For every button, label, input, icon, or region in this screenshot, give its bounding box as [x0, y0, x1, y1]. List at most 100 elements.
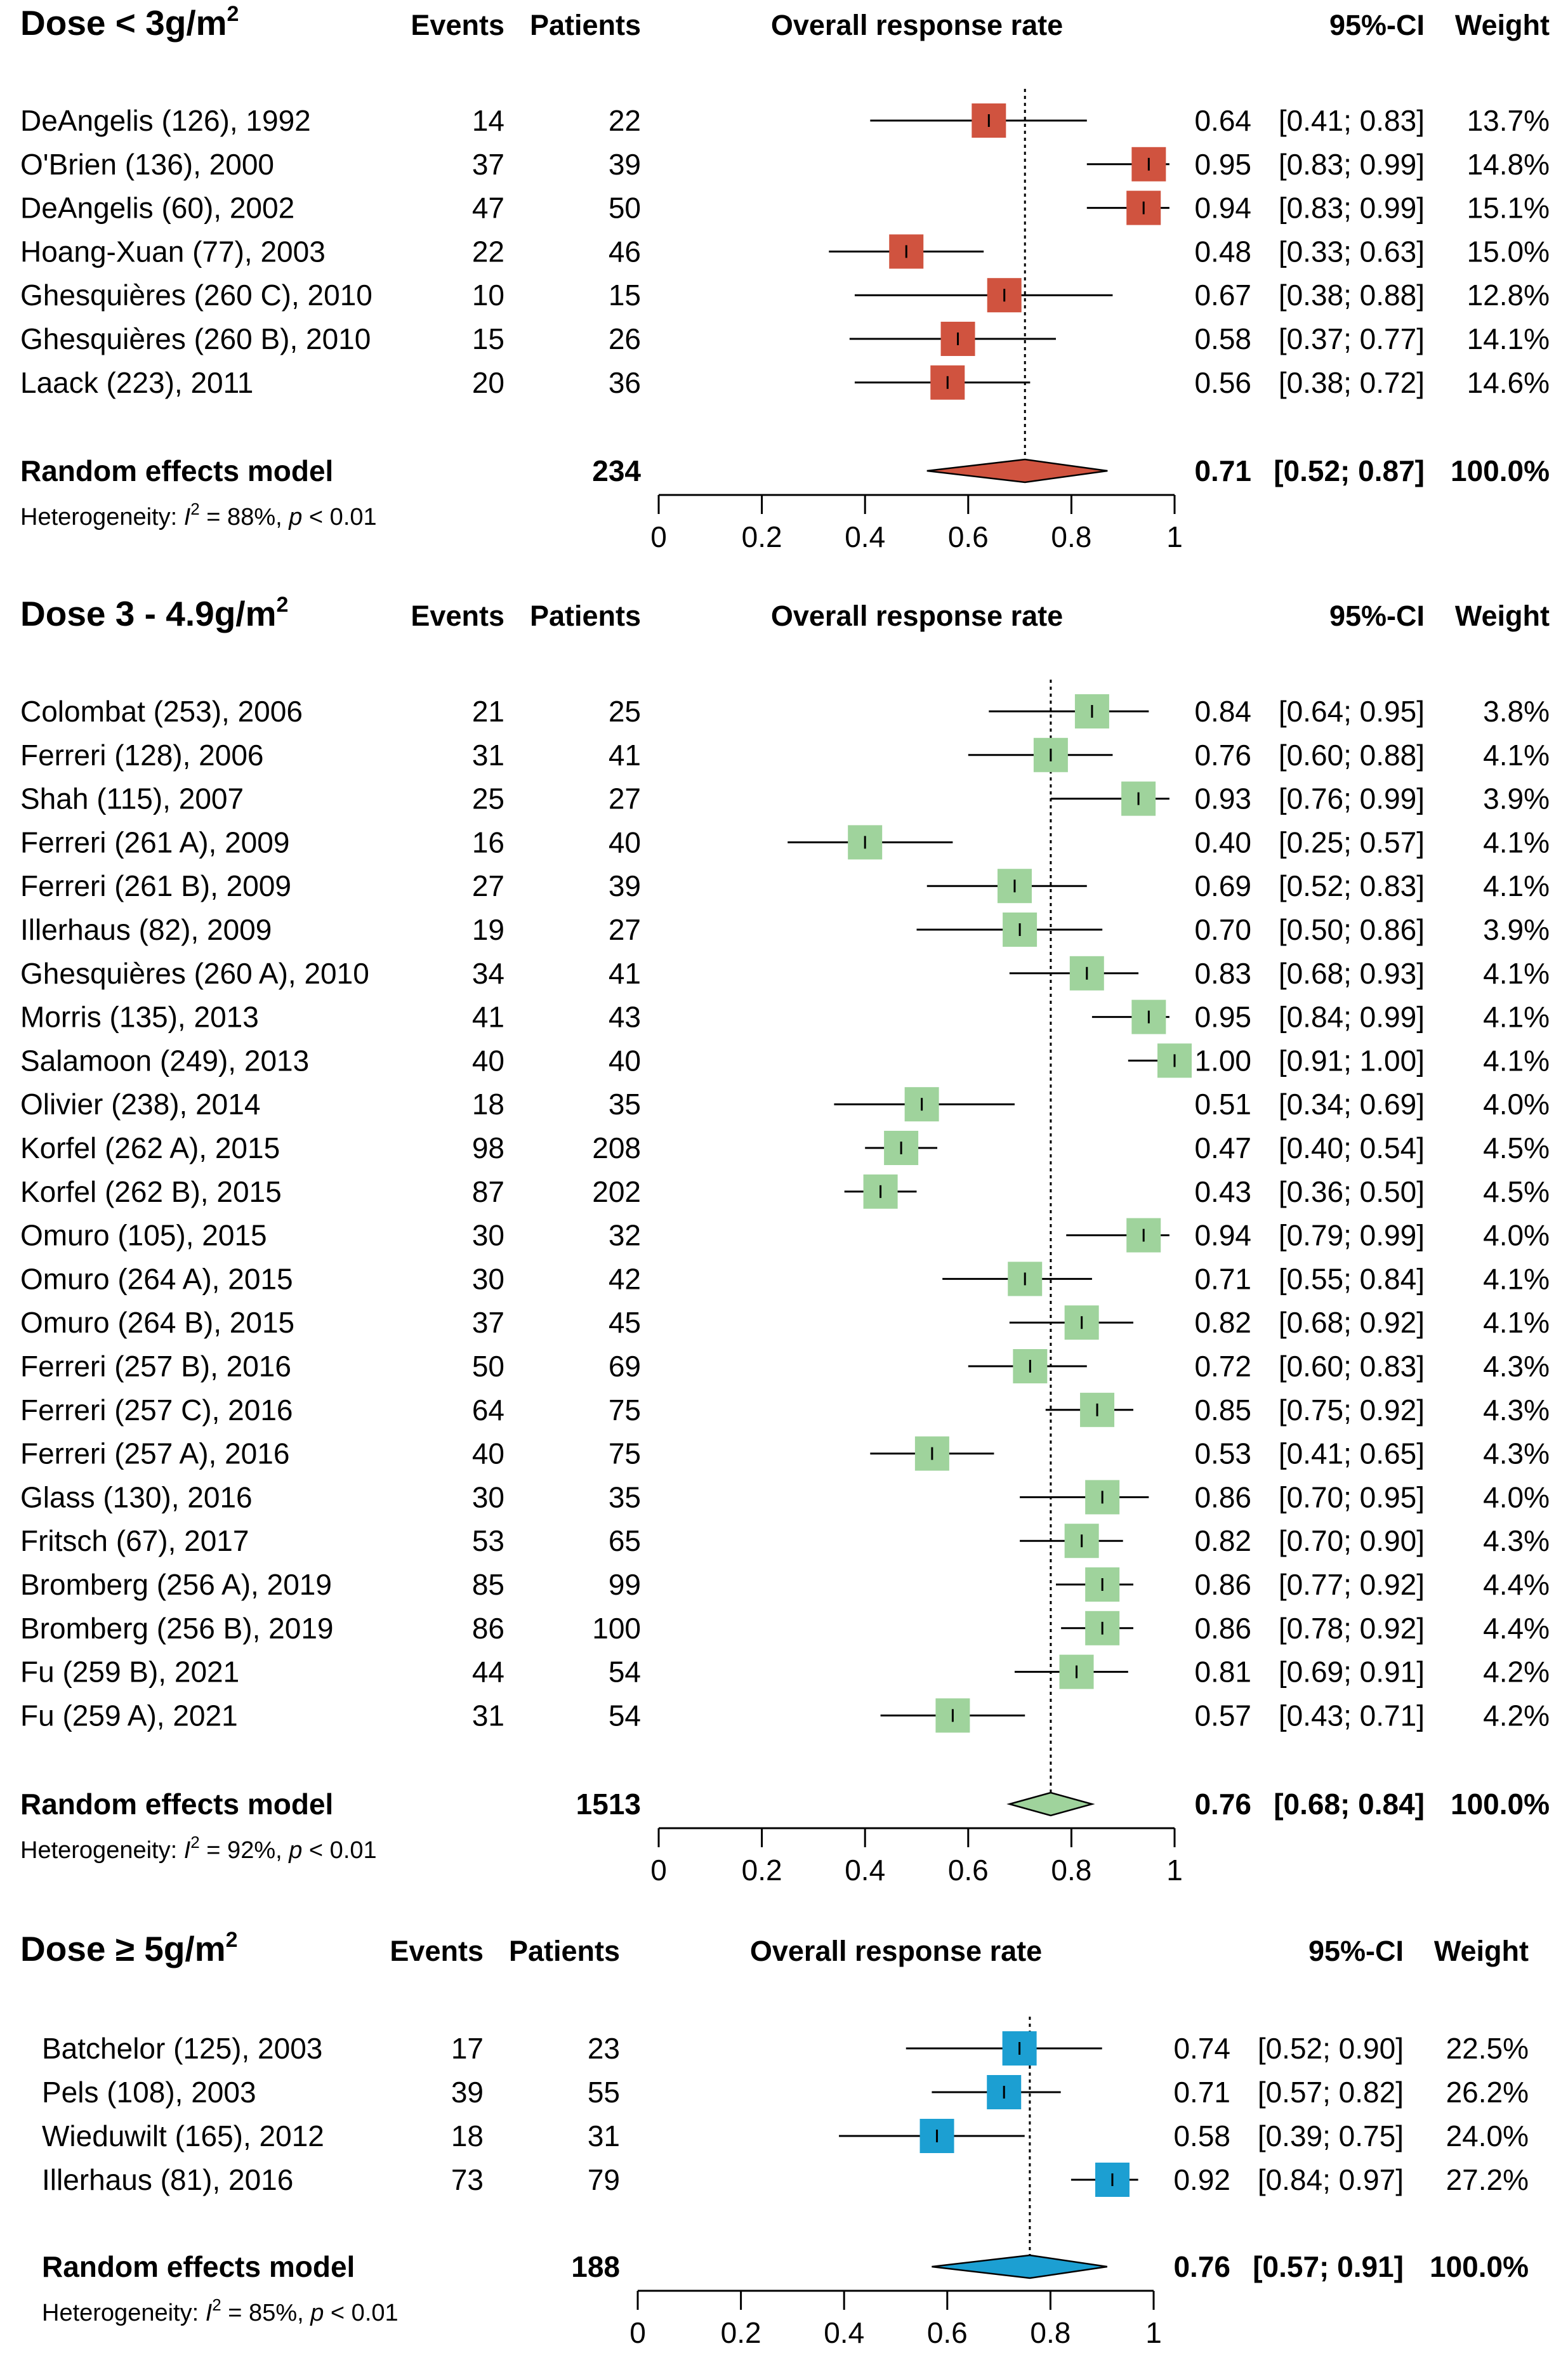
pooled-diamond [1006, 1791, 1095, 1817]
study-events: 53 [472, 1524, 504, 1557]
pooled-weight: 100.0% [1451, 454, 1550, 487]
study-patients: 35 [609, 1480, 641, 1513]
study-weight: 14.6% [1467, 366, 1550, 399]
study-ci: [0.39; 0.75] [1258, 2119, 1404, 2152]
study-ci: [0.41; 0.65] [1279, 1437, 1425, 1470]
study-patients: 41 [609, 957, 641, 990]
study-patients: 99 [609, 1568, 641, 1601]
x-tick-label: 0.8 [1051, 520, 1091, 553]
study-label: Illerhaus (82), 2009 [20, 913, 272, 946]
study-weight: 4.5% [1483, 1175, 1550, 1208]
study-ci: [0.55; 0.84] [1279, 1262, 1425, 1295]
pooled-label: Random effects model [20, 1788, 333, 1821]
study-estimate: 0.47 [1194, 1131, 1251, 1164]
study-patients: 25 [609, 695, 641, 728]
x-tick-label: 1 [1145, 2316, 1162, 2349]
ci-header: 95%-CI [1329, 9, 1425, 41]
study-weight: 3.8% [1483, 695, 1550, 728]
study-estimate: 0.93 [1194, 782, 1251, 815]
study-label: Morris (135), 2013 [20, 1001, 259, 1034]
study-label: Fu (259 A), 2021 [20, 1699, 238, 1732]
study-label: Fritsch (67), 2017 [20, 1524, 249, 1557]
pooled-patients: 234 [592, 454, 641, 487]
study-events: 31 [472, 1699, 504, 1732]
study-ci: [0.75; 0.92] [1279, 1394, 1425, 1427]
study-estimate: 0.67 [1194, 279, 1251, 312]
weight-header: Weight [1455, 9, 1550, 41]
study-patients: 45 [609, 1306, 641, 1339]
study-estimate: 0.82 [1194, 1524, 1251, 1557]
study-events: 40 [472, 1044, 504, 1077]
study-weight: 4.0% [1483, 1480, 1550, 1513]
study-label: DeAngelis (126), 1992 [20, 104, 311, 137]
study-patients: 15 [609, 279, 641, 312]
study-patients: 41 [609, 739, 641, 772]
pooled-weight: 100.0% [1430, 2250, 1529, 2283]
study-events: 98 [472, 1131, 504, 1164]
study-ci: [0.52; 0.83] [1279, 869, 1425, 902]
patients-header: Patients [509, 1935, 620, 1967]
study-patients: 27 [609, 782, 641, 815]
x-tick-label: 0.2 [742, 520, 782, 553]
study-label: Fu (259 B), 2021 [20, 1656, 239, 1689]
study-ci: [0.68; 0.92] [1279, 1306, 1425, 1339]
study-patients: 32 [609, 1219, 641, 1252]
study-label: Bromberg (256 A), 2019 [20, 1568, 332, 1601]
study-weight: 4.2% [1483, 1699, 1550, 1732]
study-patients: 36 [609, 366, 641, 399]
study-events: 16 [472, 826, 504, 859]
study-weight: 4.1% [1483, 869, 1550, 902]
pooled-estimate: 0.71 [1194, 454, 1251, 487]
study-events: 17 [451, 2032, 484, 2065]
study-events: 34 [472, 957, 504, 990]
study-label: Salamoon (249), 2013 [20, 1044, 309, 1077]
study-events: 40 [472, 1437, 504, 1470]
study-label: Korfel (262 B), 2015 [20, 1175, 282, 1208]
study-patients: 22 [609, 104, 641, 137]
study-patients: 31 [588, 2119, 620, 2152]
study-events: 50 [472, 1350, 504, 1383]
study-ci: [0.70; 0.90] [1279, 1524, 1425, 1557]
study-patients: 26 [609, 322, 641, 355]
study-weight: 4.1% [1483, 957, 1550, 990]
study-estimate: 0.71 [1194, 1262, 1251, 1295]
study-label: Wieduwilt (165), 2012 [42, 2119, 324, 2152]
study-patients: 65 [609, 1524, 641, 1557]
study-events: 30 [472, 1480, 504, 1513]
study-ci: [0.41; 0.83] [1279, 104, 1425, 137]
study-ci: [0.52; 0.90] [1258, 2032, 1404, 2065]
study-estimate: 0.83 [1194, 957, 1251, 990]
weight-header: Weight [1455, 600, 1550, 632]
study-ci: [0.78; 0.92] [1279, 1612, 1425, 1645]
weight-header: Weight [1434, 1935, 1529, 1967]
study-ci: [0.34; 0.69] [1279, 1088, 1425, 1121]
study-label: Ferreri (257 A), 2016 [20, 1437, 289, 1470]
study-label: Ferreri (257 B), 2016 [20, 1350, 291, 1383]
study-estimate: 0.95 [1194, 148, 1251, 181]
study-weight: 4.1% [1483, 826, 1550, 859]
study-label: Laack (223), 2011 [20, 366, 253, 399]
study-patients: 46 [609, 235, 641, 268]
x-tick-label: 0.6 [927, 2316, 968, 2349]
study-weight: 4.1% [1483, 1306, 1550, 1339]
study-estimate: 0.84 [1194, 695, 1251, 728]
study-weight: 4.1% [1483, 1262, 1550, 1295]
study-weight: 4.5% [1483, 1131, 1550, 1164]
study-patients: 23 [588, 2032, 620, 2065]
study-weight: 4.4% [1483, 1612, 1550, 1645]
study-label: DeAngelis (60), 2002 [20, 192, 294, 225]
study-ci: [0.68; 0.93] [1279, 957, 1425, 990]
study-events: 19 [472, 913, 504, 946]
study-estimate: 0.57 [1194, 1699, 1251, 1732]
study-ci: [0.69; 0.91] [1279, 1656, 1425, 1689]
study-ci: [0.64; 0.95] [1279, 695, 1425, 728]
study-label: Pels (108), 2003 [42, 2076, 256, 2109]
study-weight: 14.8% [1467, 148, 1550, 181]
study-ci: [0.38; 0.72] [1279, 366, 1425, 399]
panel-title: Dose < 3g/m2 [20, 2, 239, 43]
pooled-estimate: 0.76 [1194, 1788, 1251, 1821]
x-tick-label: 0.2 [742, 1854, 782, 1887]
study-estimate: 0.43 [1194, 1175, 1251, 1208]
study-weight: 26.2% [1446, 2076, 1529, 2109]
study-estimate: 0.58 [1194, 322, 1251, 355]
